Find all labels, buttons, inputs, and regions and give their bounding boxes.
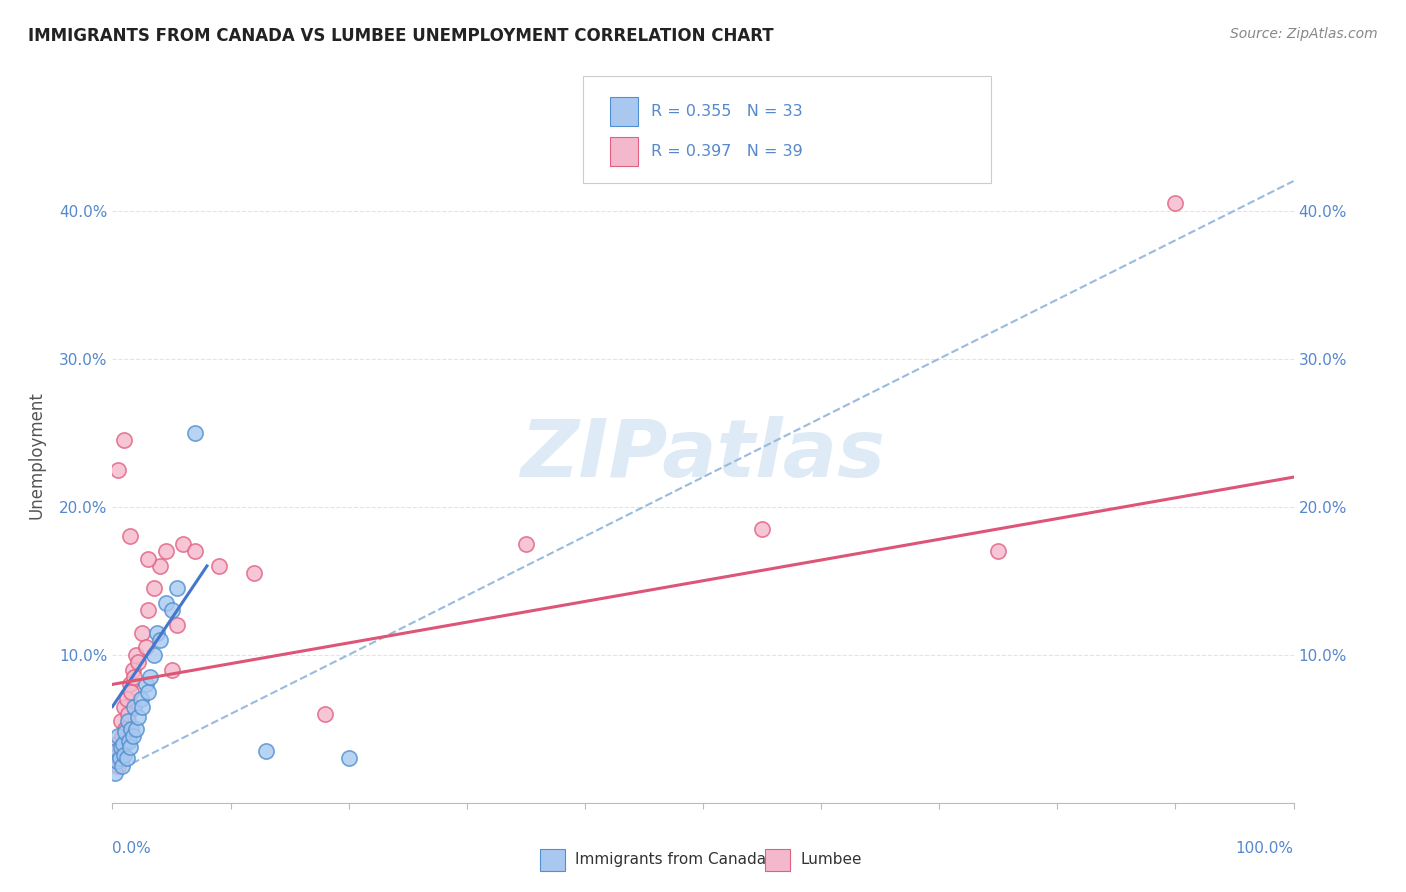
Point xyxy=(112,699,135,714)
Point xyxy=(136,551,159,566)
Point xyxy=(104,744,127,758)
Point xyxy=(1164,196,1187,211)
Point xyxy=(107,729,129,743)
Point xyxy=(131,699,153,714)
Point xyxy=(243,566,266,581)
Point xyxy=(515,537,537,551)
Point xyxy=(108,751,131,765)
Point xyxy=(149,558,172,573)
Point xyxy=(114,724,136,739)
Point xyxy=(166,618,188,632)
Point xyxy=(127,655,149,669)
Point xyxy=(111,759,134,773)
Point xyxy=(112,748,135,763)
Point xyxy=(129,692,152,706)
Point xyxy=(160,663,183,677)
Point xyxy=(125,648,148,662)
Point xyxy=(160,603,183,617)
Point xyxy=(987,544,1010,558)
Point xyxy=(254,744,277,758)
Text: IMMIGRANTS FROM CANADA VS LUMBEE UNEMPLOYMENT CORRELATION CHART: IMMIGRANTS FROM CANADA VS LUMBEE UNEMPLO… xyxy=(28,27,773,45)
Point xyxy=(146,625,169,640)
Point xyxy=(105,755,128,769)
Point xyxy=(166,581,188,595)
Point xyxy=(107,759,129,773)
Text: R = 0.397   N = 39: R = 0.397 N = 39 xyxy=(651,145,803,159)
Point xyxy=(208,558,231,573)
Point xyxy=(120,529,142,543)
Point xyxy=(122,670,145,684)
Point xyxy=(110,714,132,729)
Point xyxy=(751,522,773,536)
Point xyxy=(337,751,360,765)
Point xyxy=(127,710,149,724)
Point xyxy=(112,739,135,754)
Point xyxy=(172,537,194,551)
Point xyxy=(107,463,129,477)
Point xyxy=(142,581,165,595)
Text: Immigrants from Canada: Immigrants from Canada xyxy=(575,853,766,867)
Text: Source: ZipAtlas.com: Source: ZipAtlas.com xyxy=(1230,27,1378,41)
Point xyxy=(117,706,139,721)
Point xyxy=(136,603,159,617)
Point xyxy=(104,766,127,780)
Point xyxy=(139,670,162,684)
Point xyxy=(115,692,138,706)
Text: 100.0%: 100.0% xyxy=(1236,841,1294,856)
Point xyxy=(155,544,177,558)
Point xyxy=(112,737,135,751)
Point xyxy=(112,433,135,447)
Point xyxy=(184,544,207,558)
Point xyxy=(118,729,141,743)
Point xyxy=(118,733,141,747)
Point xyxy=(114,722,136,736)
Text: 0.0%: 0.0% xyxy=(112,841,152,856)
Point xyxy=(120,685,142,699)
Point xyxy=(136,685,159,699)
Point xyxy=(105,737,128,751)
Point xyxy=(135,640,157,655)
Point xyxy=(120,677,142,691)
Point xyxy=(131,625,153,640)
Point xyxy=(117,714,139,729)
Point xyxy=(111,729,134,743)
Point xyxy=(135,677,157,691)
Point xyxy=(122,699,145,714)
Point xyxy=(121,729,143,743)
Point xyxy=(115,751,138,765)
Point xyxy=(142,648,165,662)
Point xyxy=(105,744,128,758)
Text: R = 0.355   N = 33: R = 0.355 N = 33 xyxy=(651,104,803,119)
Point xyxy=(149,632,172,647)
Point xyxy=(121,663,143,677)
Point xyxy=(110,739,132,754)
Text: Lumbee: Lumbee xyxy=(800,853,862,867)
Point xyxy=(184,425,207,440)
Point xyxy=(108,751,131,765)
Point xyxy=(125,722,148,736)
Point xyxy=(120,722,142,736)
Y-axis label: Unemployment: Unemployment xyxy=(27,391,45,519)
Point xyxy=(314,706,336,721)
Point xyxy=(155,596,177,610)
Text: ZIPatlas: ZIPatlas xyxy=(520,416,886,494)
Point xyxy=(120,739,142,754)
